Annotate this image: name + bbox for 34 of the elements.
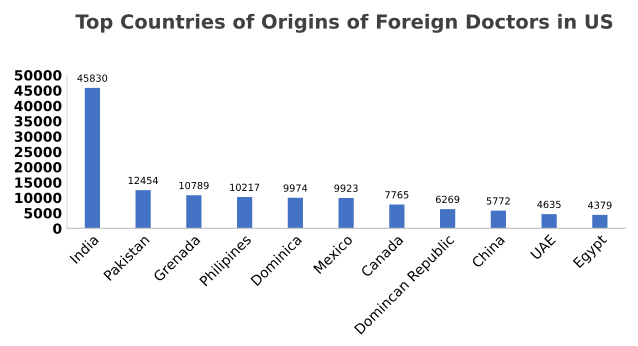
data-label: 6269: [436, 196, 460, 204]
data-label: 5772: [486, 197, 510, 205]
y-tick-label: 30000: [14, 131, 62, 142]
bar: [440, 209, 456, 228]
bar: [237, 197, 252, 228]
data-label: 45830: [77, 74, 108, 82]
chart-title: Top Countries of Origins of Foreign Doctors in US: [75, 14, 612, 33]
bar: [338, 198, 354, 228]
y-tick-label: 10000: [15, 192, 62, 204]
data-label: 12454: [128, 176, 158, 184]
y-tick-label: 45000: [14, 85, 62, 96]
data-label: 9923: [334, 184, 358, 192]
bar: [84, 88, 100, 228]
bar: [592, 214, 608, 228]
y-tick-label: 25000: [14, 146, 62, 158]
y-tick-label: 35000: [14, 116, 62, 127]
bar: [490, 210, 506, 228]
y-tick-label: 15000: [15, 177, 62, 188]
bar: [186, 195, 202, 228]
bar: [542, 214, 557, 228]
data-label: 4379: [588, 202, 612, 209]
data-label: 10789: [179, 182, 209, 190]
data-label: 7765: [385, 191, 408, 199]
bar: [389, 204, 404, 228]
data-label: 9974: [284, 184, 308, 192]
y-tick-label: 40000: [14, 100, 62, 112]
data-label: 10217: [230, 184, 260, 191]
y-tick-label: 5000: [24, 208, 62, 219]
bar: [288, 198, 303, 228]
data-label: 4635: [537, 200, 561, 208]
y-tick-label: 50000: [14, 70, 62, 81]
bar: [136, 190, 151, 228]
y-tick-label: 0: [53, 223, 62, 234]
y-tick-label: 20000: [14, 162, 62, 173]
